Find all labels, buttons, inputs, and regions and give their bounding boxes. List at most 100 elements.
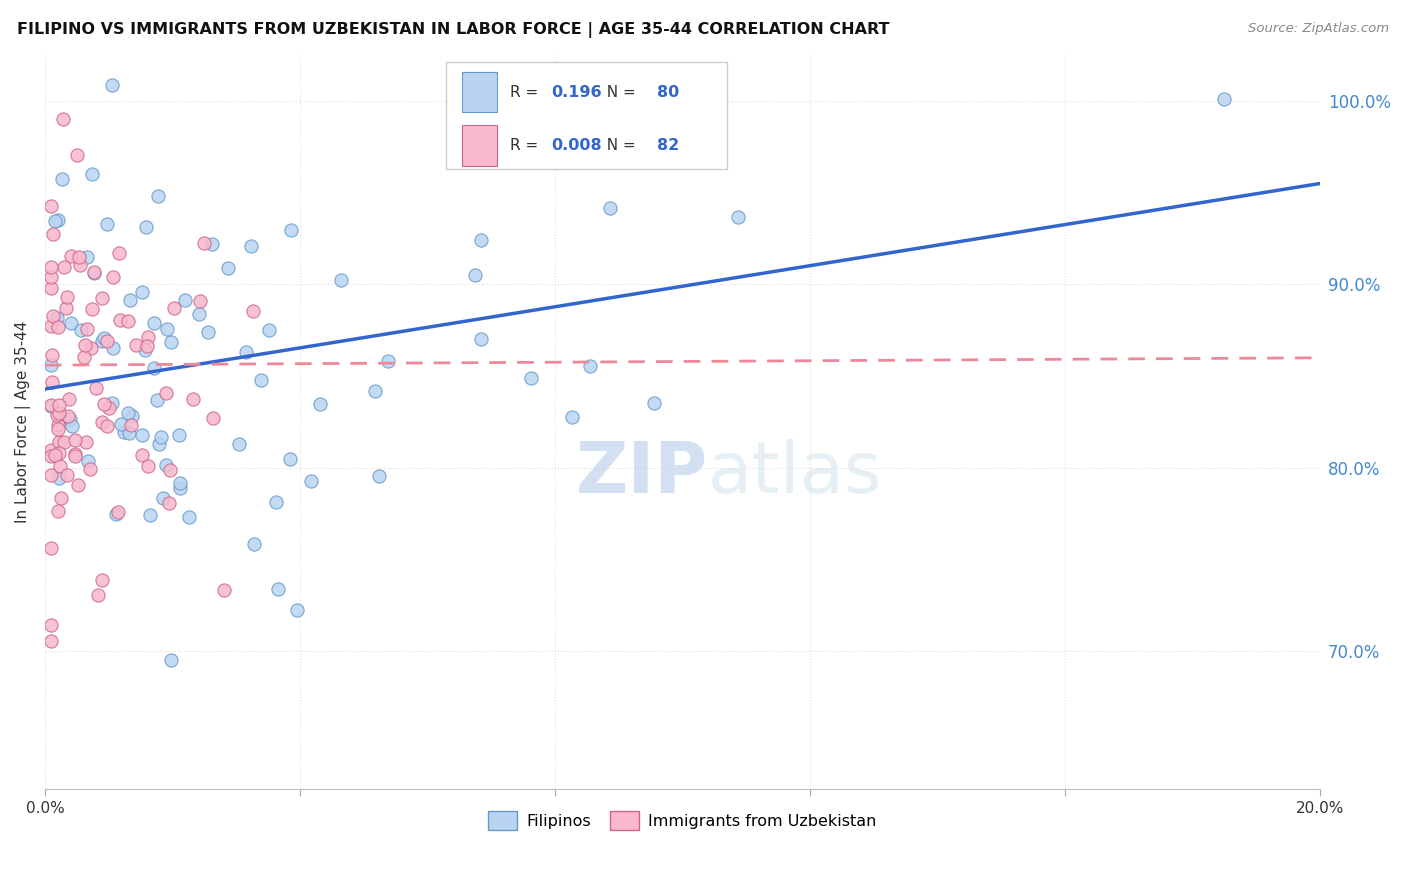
Point [155,458,177,472]
Point [67,250,90,264]
Point [39,449,62,463]
Point [48,398,70,412]
Point [79,461,101,475]
Point [112,425,135,439]
Point [561,409,583,424]
Point [46,319,69,334]
Point [96,217,118,231]
Point [39,633,62,648]
Point [101,396,124,410]
Point [59,411,82,425]
Point [65,449,87,463]
Point [108,313,131,327]
Point [44,448,66,462]
Point [197,326,219,340]
Point [46,504,69,518]
Point [169,476,191,491]
Point [138,508,160,523]
Point [309,397,332,411]
Text: FILIPINO VS IMMIGRANTS FROM UZBEKISTAN IN LABOR FORCE | AGE 35-44 CORRELATION CH: FILIPINO VS IMMIGRANTS FROM UZBEKISTAN I… [17,22,890,38]
Point [67,478,90,492]
Point [96,334,118,348]
Point [63,434,86,448]
Point [188,307,211,321]
Point [188,294,211,309]
Point [240,239,263,253]
Point [48,471,70,485]
Point [44,213,66,227]
Point [69,258,91,272]
Point [131,285,153,299]
Point [87,588,110,602]
Point [329,273,352,287]
Point [51,112,73,127]
Point [470,233,492,247]
Point [76,321,98,335]
Point [578,359,600,373]
Point [520,371,543,385]
Point [464,268,486,282]
Point [242,537,264,551]
Point [101,78,124,92]
FancyBboxPatch shape [461,72,498,112]
Point [159,463,181,477]
Point [66,148,89,162]
Point [53,260,76,274]
Text: ZIP: ZIP [575,439,707,508]
Point [150,430,173,444]
Point [39,398,62,412]
Point [280,451,302,466]
Point [250,373,273,387]
Point [131,427,153,442]
Point [727,210,749,224]
Point [39,260,62,274]
Point [58,392,80,406]
Point [125,338,148,352]
Point [82,167,104,181]
Point [97,401,120,415]
Point [212,583,235,598]
Point [41,376,63,390]
Point [77,454,100,468]
Point [169,481,191,495]
Point [136,330,159,344]
Text: 0.196: 0.196 [551,85,602,100]
Point [643,395,665,409]
Text: atlas: atlas [707,439,882,508]
Point [70,323,93,337]
Point [136,458,159,473]
Point [83,266,105,280]
Point [48,422,70,436]
Text: R =: R = [510,85,543,100]
FancyBboxPatch shape [447,62,727,169]
Point [143,361,166,376]
Point [200,236,222,251]
Point [259,323,281,337]
Point [59,249,82,263]
Point [146,188,169,202]
Point [299,475,322,489]
Point [83,265,105,279]
Point [90,415,112,429]
Point [39,443,62,458]
FancyBboxPatch shape [461,125,498,166]
Text: 82: 82 [657,138,679,153]
Point [56,468,79,483]
Point [145,393,167,408]
Point [39,618,62,632]
Point [377,353,399,368]
Point [39,399,62,413]
Text: N =: N = [598,85,641,100]
Point [80,302,103,317]
Point [56,409,79,423]
Point [108,245,131,260]
Point [48,213,70,227]
Point [49,491,72,505]
Point [91,573,114,587]
Point [75,338,97,352]
Point [118,425,141,440]
Text: N =: N = [598,138,641,153]
Point [76,250,98,264]
Point [193,235,215,250]
Point [80,341,103,355]
